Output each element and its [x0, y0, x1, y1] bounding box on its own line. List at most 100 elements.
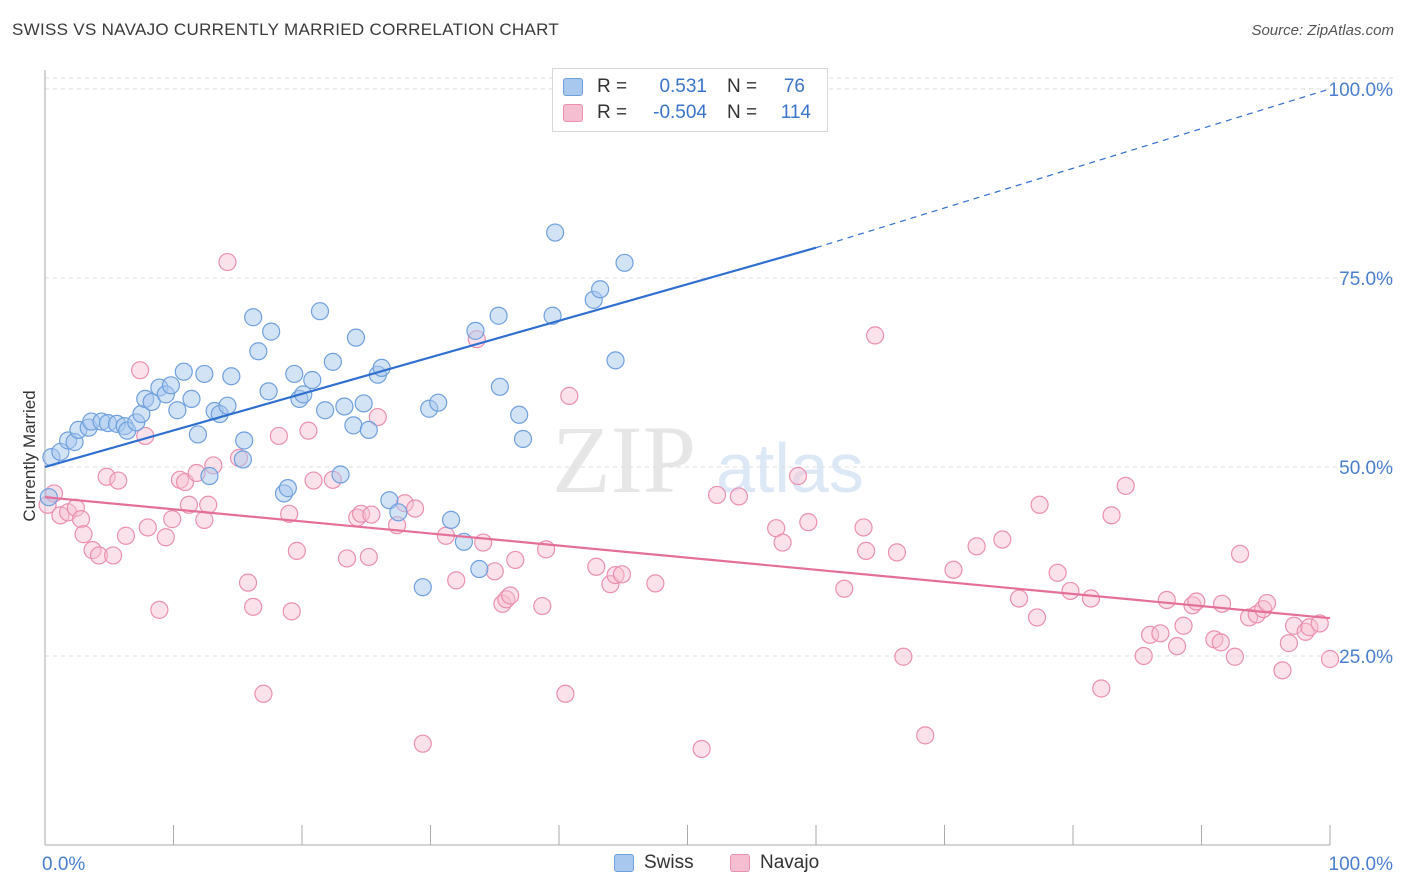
navajo-point — [1116, 476, 1135, 495]
n-value: 76 — [783, 76, 805, 97]
navajo-point — [587, 557, 606, 576]
navajo-point — [269, 426, 288, 446]
swiss-point — [182, 389, 201, 409]
swiss-point — [244, 308, 263, 327]
swiss-point — [259, 382, 278, 401]
navajo-point — [413, 734, 432, 753]
swiss-point — [543, 306, 562, 325]
swiss-point — [316, 401, 335, 420]
stats-legend: R = 0.531 N = 76 R = -0.504 N = 114 — [552, 68, 828, 132]
navajo-point — [1174, 616, 1193, 635]
navajo-point — [835, 579, 854, 598]
navajo-point — [282, 602, 301, 621]
watermark-atlas: atlas — [716, 429, 864, 507]
swiss-point — [510, 405, 529, 424]
swiss-point — [233, 450, 252, 469]
navajo-point — [606, 565, 625, 585]
navajo-point — [89, 546, 109, 565]
bottom-legend-swiss: Swiss — [614, 852, 694, 874]
tick-labels: 25.0% 50.0% 75.0% 100.0% 0.0% 100.0% — [42, 80, 1393, 875]
trend-lines — [44, 88, 1331, 620]
swiss-point — [331, 465, 350, 484]
x-tick-label: 0.0% — [42, 854, 85, 875]
watermark: ZIP atlas — [552, 406, 864, 513]
y-tick-label: 50.0% — [1339, 458, 1393, 479]
swiss-point — [380, 491, 399, 510]
navajo-point — [1300, 618, 1319, 637]
navajo-point — [887, 543, 907, 562]
navajo-point — [304, 471, 323, 490]
navajo-point — [1061, 581, 1080, 601]
swiss-point — [235, 431, 254, 450]
navajo-point — [1212, 594, 1232, 613]
navajo-point — [1225, 647, 1245, 666]
watermark-zip: ZIP — [552, 406, 696, 513]
navajo-point — [894, 647, 913, 666]
navajo-point — [967, 537, 986, 556]
navajo-point — [1134, 646, 1153, 666]
navajo-point — [474, 533, 493, 552]
navajo-point — [501, 586, 520, 605]
navajo-point — [1151, 624, 1170, 643]
swiss-point — [413, 578, 432, 597]
swiss-point — [359, 420, 378, 440]
navajo-point — [238, 573, 258, 592]
navajo-point — [1081, 589, 1101, 608]
navajo-point — [993, 530, 1012, 549]
navajo-point — [280, 504, 299, 523]
swiss-point — [344, 416, 363, 435]
swiss-point — [161, 376, 181, 395]
legend-row-navajo: R = -0.504 N = 114 — [563, 101, 811, 125]
swiss-point — [354, 394, 373, 413]
swiss-point — [323, 352, 342, 371]
legend-row-swiss: R = 0.531 N = 76 — [563, 75, 805, 99]
navajo-point — [601, 575, 620, 594]
navajo-point — [1167, 637, 1187, 656]
navajo-point — [199, 495, 218, 514]
navajo-point — [1157, 590, 1176, 610]
navajo-point — [116, 526, 136, 545]
swiss-point — [606, 351, 625, 370]
navajo-point — [337, 549, 357, 568]
swiss-point — [195, 364, 214, 384]
swiss-point — [222, 367, 241, 386]
navajo-point — [163, 510, 182, 529]
navajo-point — [857, 541, 876, 560]
swiss-point — [591, 280, 610, 299]
swiss-point — [546, 223, 565, 242]
n-label: N = — [727, 76, 758, 97]
swiss-point — [278, 479, 297, 498]
swiss-point — [466, 321, 485, 340]
navajo-point — [352, 504, 371, 523]
navajo-point — [405, 499, 425, 518]
swiss-swatch — [614, 854, 634, 872]
chart-title: SWISS VS NAVAJO CURRENTLY MARRIED CORREL… — [12, 20, 560, 39]
navajo-point — [299, 421, 318, 440]
n-label: N = — [727, 102, 758, 123]
navajo-point — [729, 487, 749, 506]
navajo-point — [138, 518, 157, 537]
navajo-point — [533, 596, 552, 616]
navajo-point — [506, 550, 525, 570]
navajo-point — [254, 684, 273, 703]
navajo-point — [71, 510, 91, 529]
navajo-point — [1009, 589, 1029, 608]
navajo-swatch — [730, 854, 750, 872]
swiss-point — [513, 429, 533, 449]
navajo-point — [773, 533, 792, 552]
swiss-point — [490, 377, 509, 396]
source-label: Source: ZipAtlas.com — [1251, 22, 1394, 39]
swiss-point — [429, 393, 448, 412]
navajo-point — [799, 513, 818, 532]
navajo-point — [1048, 563, 1067, 582]
navajo-point — [1211, 633, 1230, 652]
navajo-point — [1310, 614, 1329, 633]
swiss-point — [441, 510, 461, 529]
navajo-point — [854, 518, 873, 537]
swiss-point — [174, 362, 193, 381]
navajo-point — [944, 560, 963, 579]
swiss-swatch — [563, 78, 583, 96]
navajo-point — [150, 600, 169, 619]
swiss-point — [142, 392, 161, 412]
navajo-point — [1284, 616, 1304, 635]
